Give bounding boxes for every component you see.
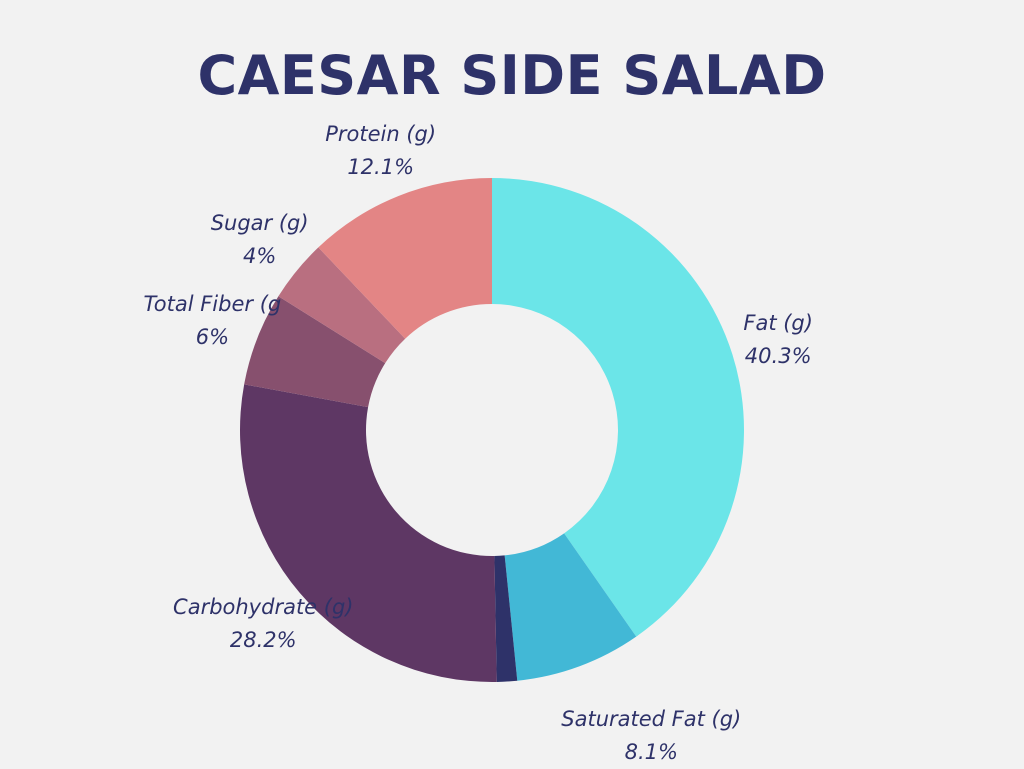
chart-title: CAESAR SIDE SALAD — [197, 44, 827, 107]
slice-unlabeled — [494, 555, 518, 682]
slice-label-name: Protein (g) — [325, 122, 437, 147]
slice-label-value: 12.1% — [347, 155, 415, 180]
slice-label-value: 40.3% — [744, 343, 812, 368]
slice-label: Fat (g) 40.3% — [743, 307, 813, 373]
slice-label-value: 6% — [195, 325, 230, 350]
slice-label-name: Total Fiber (g — [143, 292, 282, 317]
slice-label-value: 4% — [242, 244, 277, 269]
slice-label: Sugar (g) 4% — [211, 207, 309, 273]
slice-saturated-fat-g — [504, 533, 637, 681]
slice-protein-g — [318, 178, 492, 339]
slice-label: Carbohydrate (g) 28.2% — [173, 591, 353, 657]
slice-label: Saturated Fat (g) 8.1% — [561, 703, 741, 769]
slice-label-value: 28.2% — [229, 628, 297, 653]
slice-label: Total Fiber (g 6% — [144, 288, 282, 354]
slice-carbohydrate-g — [239, 384, 497, 682]
slice-total-fiber-g — [244, 296, 386, 408]
slice-label-name: Saturated Fat (g) — [561, 707, 742, 732]
slice-sugar-g — [278, 247, 406, 364]
slice-label-name: Fat (g) — [743, 310, 813, 335]
slice-label: Protein (g) 12.1% — [325, 118, 436, 184]
slice-label-name: Sugar (g) — [210, 211, 309, 236]
slice-fat-g — [492, 178, 745, 637]
slice-label-value: 8.1% — [624, 740, 678, 765]
slice-label-name: Carbohydrate (g) — [173, 595, 354, 620]
